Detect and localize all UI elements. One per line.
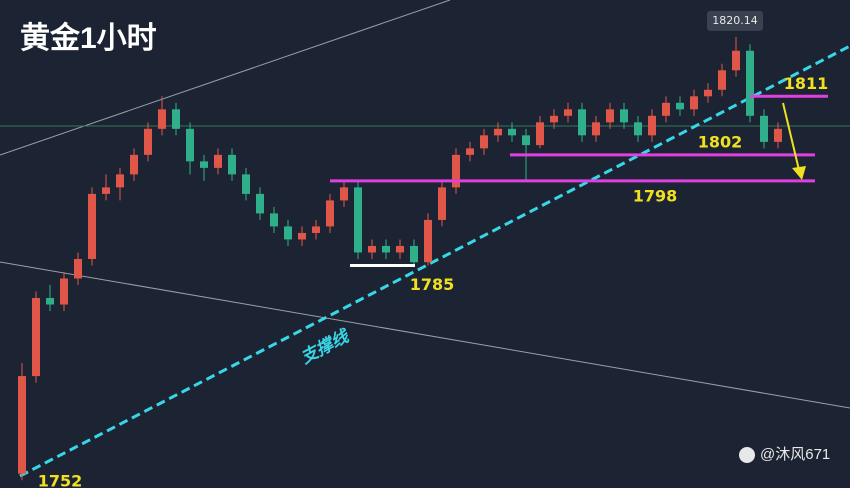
candle-body — [116, 174, 124, 188]
candle-body — [410, 245, 418, 263]
candle-body — [270, 213, 278, 227]
support-label: 支撑线 — [298, 326, 354, 368]
candle-body — [564, 109, 572, 116]
candle-body — [760, 115, 768, 142]
candle-body — [200, 161, 208, 168]
low-label: 1752 — [38, 472, 83, 488]
candle-body — [186, 128, 194, 162]
candle-body — [606, 109, 614, 123]
candle-body — [256, 193, 264, 214]
candle-body — [382, 245, 390, 253]
watermark-icon — [739, 447, 755, 463]
high-tag-box — [707, 10, 763, 31]
candle-body — [396, 245, 404, 253]
candle-body — [242, 174, 250, 194]
candle-body — [592, 122, 600, 136]
candle-body — [102, 187, 110, 194]
candle-body — [368, 245, 376, 253]
arrow — [782, 102, 800, 171]
candle-body — [228, 154, 236, 175]
candle-body — [144, 128, 152, 155]
trend-line — [0, 261, 850, 409]
candle-body — [214, 154, 222, 168]
arrow-head — [792, 166, 806, 180]
candle-body — [424, 219, 432, 263]
candle-body — [130, 154, 138, 175]
candle-body — [46, 298, 54, 305]
candle-body — [634, 122, 642, 136]
candle-body — [60, 278, 68, 305]
candle-body — [354, 187, 362, 253]
candle-body — [746, 50, 754, 116]
candle-body — [550, 115, 558, 123]
candle-body — [704, 89, 712, 97]
support-line — [19, 44, 850, 478]
level-label: 1802 — [698, 132, 743, 151]
level-label: 1811 — [784, 74, 829, 93]
level-label: 1798 — [633, 186, 678, 205]
candle-body — [494, 128, 502, 136]
level-label: 1785 — [410, 275, 455, 294]
high-tag: 1820.14 — [712, 14, 758, 27]
candle-body — [620, 109, 628, 123]
candle-body — [466, 148, 474, 155]
trend-line — [0, 0, 451, 156]
candle-body — [774, 128, 782, 142]
candle-body — [732, 50, 740, 71]
candle-body — [298, 232, 306, 240]
candle-body — [18, 376, 26, 474]
watermark: @沐风671 — [739, 446, 830, 463]
candle-body — [718, 70, 726, 90]
candle-body — [578, 109, 586, 136]
candle-body — [438, 187, 446, 220]
candle-body — [508, 128, 516, 136]
candle-body — [284, 226, 292, 240]
candle-body — [340, 187, 348, 201]
candle-body — [326, 200, 334, 227]
candle-body — [452, 154, 460, 188]
candle-body — [312, 226, 320, 233]
candle-body — [522, 135, 530, 146]
candle-body — [172, 109, 180, 129]
candle-body — [32, 298, 40, 377]
candle-body — [690, 96, 698, 110]
candle-body — [480, 135, 488, 149]
watermark-text: @沐风671 — [760, 446, 830, 463]
candle-body — [662, 102, 670, 116]
candle-body — [74, 258, 82, 279]
candle-body — [648, 115, 656, 136]
chart-title: 黄金1小时 — [20, 21, 157, 55]
candle-body — [676, 102, 684, 110]
candle-body — [536, 122, 544, 146]
candle-body — [88, 193, 96, 259]
candle-body — [158, 109, 166, 129]
